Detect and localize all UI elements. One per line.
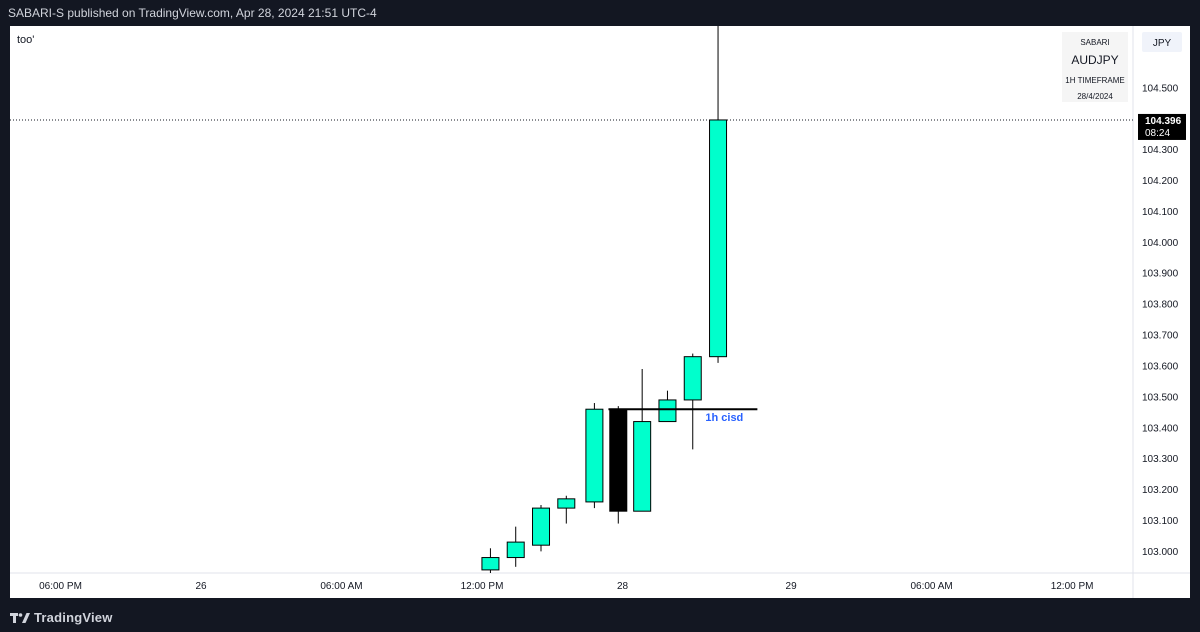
candlestick-chart[interactable]: too' SABARI AUDJPY 1H TIMEFRAME 28/4/202… [10,26,1190,598]
time-tick-label: 06:00 PM [39,581,82,592]
candle-body [506,541,525,559]
price-tick-label: 104.200 [1142,176,1179,187]
price-tick-label: 103.000 [1142,547,1179,558]
price-tick-label: 103.800 [1142,300,1179,311]
candle-body [609,408,628,512]
currency-label: JPY [1153,38,1172,49]
tradingview-logo[interactable]: TradingView [10,606,113,630]
current-price-value: 104.396 [1145,116,1182,127]
price-tick-label: 103.600 [1142,361,1179,372]
time-tick-label: 26 [195,581,207,592]
time-tick-label: 29 [786,581,798,592]
price-tick-label: 103.700 [1142,331,1179,342]
time-axis[interactable]: 06:00 PM 26 06:00 AM 12:00 PM 28 29 06:00 AM 12… [39,581,1093,592]
price-tick-label: 103.200 [1142,485,1179,496]
currency-badge[interactable]: JPY [1142,32,1182,52]
footer: TradingView [0,604,1200,632]
info-date: 28/4/2024 [1077,92,1113,101]
candle-body [683,356,702,401]
price-tick-label: 103.400 [1142,423,1179,434]
price-tick-label: 104.500 [1142,83,1179,94]
price-tick-label: 103.900 [1142,269,1179,280]
publish-header-text: SABARI-S published on TradingView.com, A… [8,6,377,20]
current-price-tag-background [1138,113,1186,140]
info-box: SABARI AUDJPY 1H TIMEFRAME 28/4/2024 [1062,32,1128,102]
chart-note: too' [17,34,34,46]
price-tick-label: 104.000 [1142,238,1179,249]
candle-body [585,408,604,503]
info-user: SABARI [1080,38,1109,47]
price-tick-label: 104.100 [1142,207,1179,218]
chart-panel[interactable]: too' SABARI AUDJPY 1H TIMEFRAME 28/4/202… [10,26,1190,598]
candle-body [709,119,728,358]
price-tick-label: 103.500 [1142,392,1179,403]
cisd-level-label: 1h cisd [705,412,743,424]
time-tick-label: 12:00 PM [461,581,504,592]
price-axis[interactable]: 103.000 103.100 103.200 103.300 103.400 103.5… [1142,83,1179,558]
price-tick-label: 103.300 [1142,454,1179,465]
time-tick-label: 12:00 PM [1051,581,1094,592]
info-symbol: AUDJPY [1071,53,1118,67]
tradingview-logo-text: TradingView [34,610,113,625]
candle-body [658,399,677,423]
info-box-background [1062,32,1128,102]
time-tick-label: 06:00 AM [910,581,952,592]
publish-header: SABARI-S published on TradingView.com, A… [0,0,1200,26]
candle-body [532,507,551,546]
time-tick-label: 28 [617,581,629,592]
candle-body [633,421,652,512]
time-tick-label: 06:00 AM [320,581,362,592]
current-price-tag: 104.396 08:24 [1138,113,1186,140]
price-tick-label: 104.300 [1142,145,1179,156]
candle-body [481,557,500,571]
tradingview-logo-icon [10,613,30,623]
price-tick-label: 103.100 [1142,516,1179,527]
candle-body [557,498,576,509]
currency-badge-background [1142,32,1182,52]
info-timeframe: 1H TIMEFRAME [1065,76,1124,85]
bar-countdown: 08:24 [1145,128,1170,139]
candles [481,26,728,573]
